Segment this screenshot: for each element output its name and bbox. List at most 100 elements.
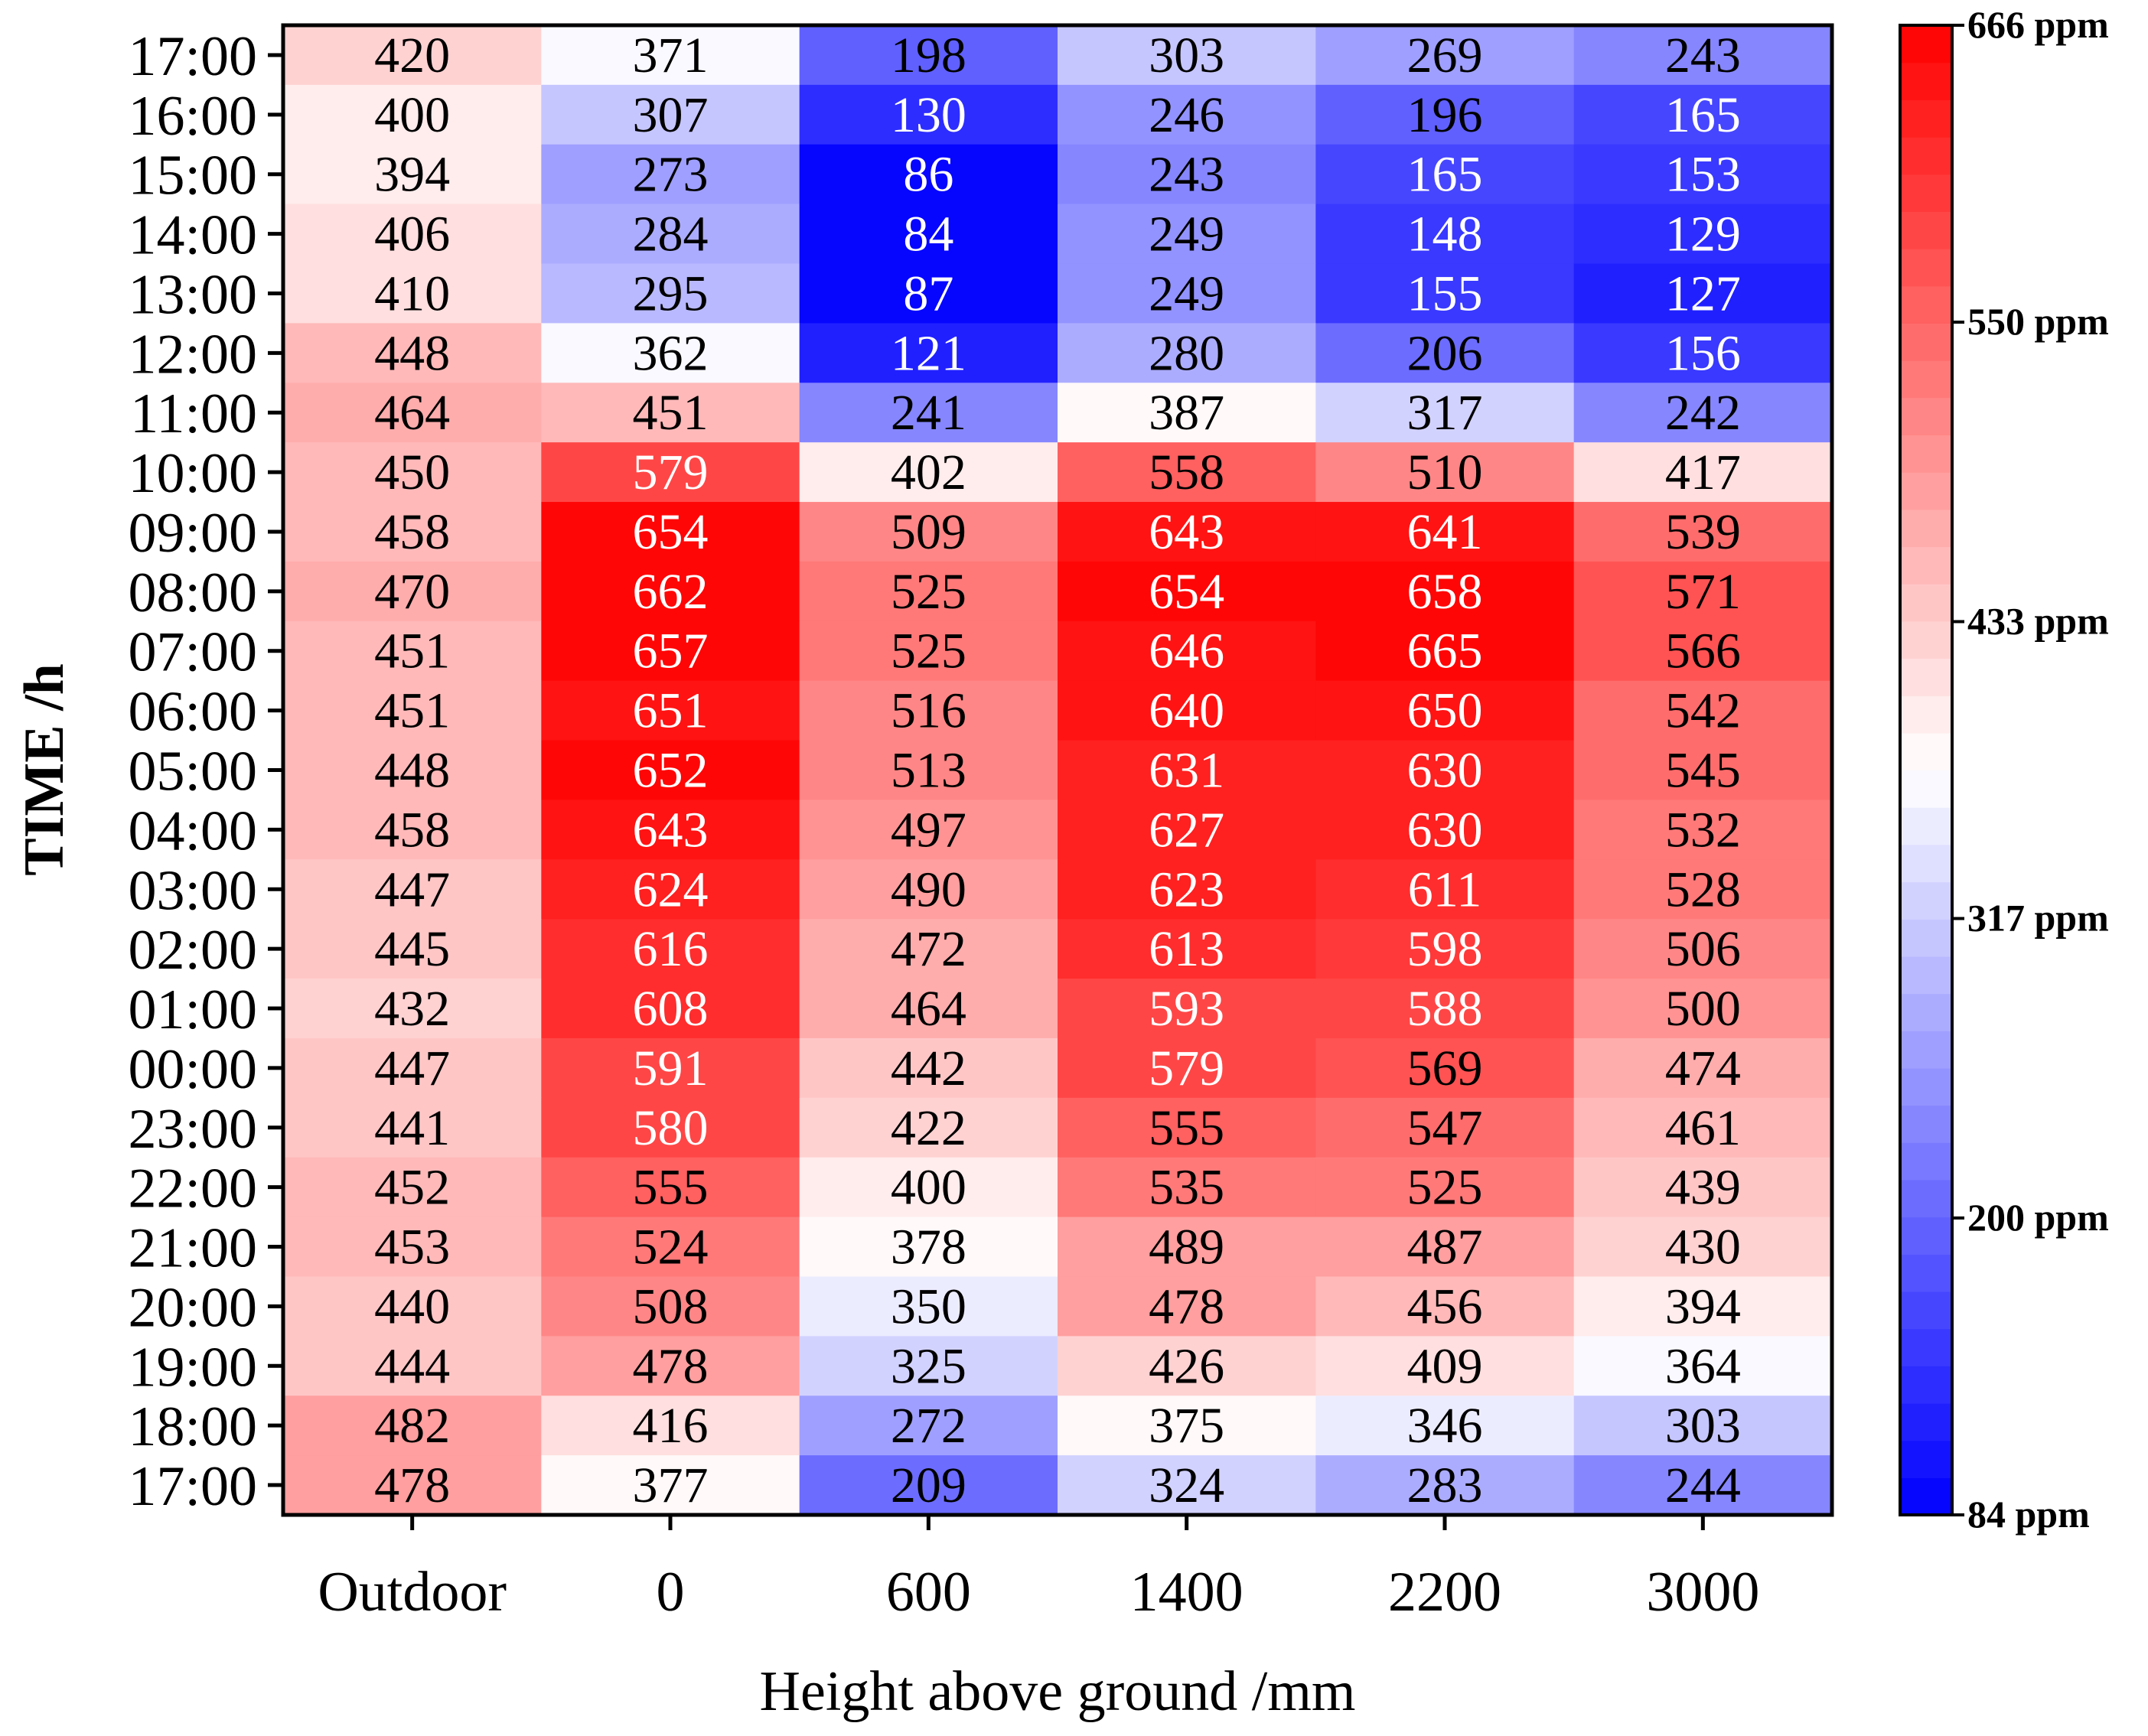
cell-value-label: 588 bbox=[1407, 981, 1483, 1037]
y-tick-label: 04:00 bbox=[128, 800, 257, 862]
heatmap-cell bbox=[799, 620, 1058, 682]
heatmap-cell bbox=[799, 800, 1058, 860]
colorbar-segment bbox=[1900, 174, 1952, 212]
heatmap-cell bbox=[283, 1097, 542, 1158]
cell-value-label: 283 bbox=[1407, 1458, 1483, 1513]
heatmap-cell bbox=[541, 1276, 800, 1337]
heatmap-cell bbox=[1573, 204, 1833, 265]
cell-value-label: 482 bbox=[374, 1398, 450, 1454]
y-tick-label: 13:00 bbox=[128, 263, 257, 326]
cell-value-label: 566 bbox=[1665, 624, 1741, 679]
cell-value-label: 324 bbox=[1149, 1458, 1224, 1513]
heatmap-cell bbox=[541, 800, 800, 860]
heatmap-cell bbox=[283, 680, 542, 741]
cell-value-label: 409 bbox=[1407, 1338, 1483, 1394]
colorbar-segment bbox=[1900, 1217, 1952, 1255]
cell-value-label: 598 bbox=[1407, 921, 1483, 977]
x-tick-label: 1400 bbox=[1130, 1561, 1243, 1624]
heatmap-cell bbox=[1573, 919, 1833, 979]
cell-value-label: 209 bbox=[891, 1458, 966, 1513]
heatmap-cell bbox=[541, 680, 800, 741]
heatmap-cell bbox=[799, 502, 1058, 562]
heatmap-cell bbox=[1315, 204, 1575, 265]
cell-value-label: 555 bbox=[1149, 1100, 1224, 1156]
cell-value-label: 627 bbox=[1149, 802, 1224, 858]
y-tick-label: 02:00 bbox=[128, 919, 257, 982]
colorbar-segment bbox=[1900, 509, 1952, 548]
cell-value-label: 525 bbox=[891, 624, 966, 679]
colorbar-segment bbox=[1900, 1254, 1952, 1292]
y-tick-label: 05:00 bbox=[128, 741, 257, 803]
heatmap-cell bbox=[799, 1037, 1058, 1099]
colorbar-segment bbox=[1900, 211, 1952, 249]
colorbar-segment bbox=[1900, 770, 1952, 808]
heatmap-cell bbox=[283, 84, 542, 145]
cell-value-label: 593 bbox=[1149, 981, 1224, 1037]
heatmap-cell bbox=[1058, 800, 1316, 860]
heatmap-cell bbox=[1573, 1217, 1833, 1278]
cell-value-label: 516 bbox=[891, 683, 966, 739]
heatmap-cell bbox=[1315, 680, 1575, 741]
x-tick-label: 2200 bbox=[1388, 1561, 1501, 1624]
cell-value-label: 130 bbox=[891, 87, 966, 143]
heatmap-cell bbox=[1058, 323, 1316, 383]
cell-value-label: 450 bbox=[374, 445, 450, 500]
colorbar-segment bbox=[1900, 807, 1952, 845]
cell-value-label: 474 bbox=[1665, 1041, 1741, 1096]
colorbar-segment bbox=[1900, 435, 1952, 473]
colorbar-segment bbox=[1900, 1291, 1952, 1330]
heatmap-cell bbox=[541, 859, 800, 920]
cell-value-label: 196 bbox=[1407, 87, 1483, 143]
heatmap-cell bbox=[1315, 1396, 1575, 1456]
cell-value-label: 487 bbox=[1407, 1220, 1483, 1275]
heatmap-cell bbox=[1573, 25, 1833, 86]
heatmap-cell bbox=[283, 740, 542, 801]
heatmap-cell bbox=[1573, 1276, 1833, 1337]
cell-value-label: 631 bbox=[1149, 743, 1224, 799]
heatmap-cell bbox=[1058, 1455, 1316, 1516]
colorbar-tick-label: 433 ppm bbox=[1967, 599, 2109, 642]
heatmap-cell bbox=[1315, 1217, 1575, 1278]
cell-value-label: 509 bbox=[891, 504, 966, 560]
colorbar-segment bbox=[1900, 1477, 1952, 1516]
cell-value-label: 241 bbox=[891, 385, 966, 441]
cell-value-label: 121 bbox=[891, 325, 966, 381]
heatmap-cell bbox=[283, 204, 542, 265]
heatmap-cell bbox=[1573, 263, 1833, 324]
cell-value-label: 500 bbox=[1665, 981, 1741, 1037]
cell-value-label: 611 bbox=[1408, 861, 1482, 917]
heatmap-cell bbox=[799, 442, 1058, 503]
heatmap-cell bbox=[283, 263, 542, 324]
heatmap-cell bbox=[1058, 204, 1316, 265]
colorbar-segment bbox=[1900, 360, 1952, 399]
cell-value-label: 545 bbox=[1665, 743, 1741, 799]
colorbar: 666 ppm 550 ppm 433 ppm 317 ppm 200 ppm 84 pp… bbox=[1899, 3, 2109, 1536]
colorbar-segment bbox=[1900, 1402, 1952, 1441]
cell-value-label: 155 bbox=[1407, 265, 1483, 321]
heatmap-cell bbox=[1315, 1097, 1575, 1158]
colorbar-tick-label: 84 ppm bbox=[1967, 1493, 2090, 1536]
cell-value-label: 87 bbox=[903, 265, 953, 321]
cell-value-label: 410 bbox=[374, 265, 450, 321]
y-tick-label: 10:00 bbox=[128, 442, 257, 505]
cell-value-label: 402 bbox=[891, 445, 966, 500]
cell-value-label: 284 bbox=[633, 207, 709, 262]
cell-value-label: 273 bbox=[633, 147, 709, 203]
heatmap-cell bbox=[283, 979, 542, 1039]
heatmap-cell bbox=[1573, 800, 1833, 860]
heatmap-cell bbox=[1315, 1455, 1575, 1516]
heatmap-cell bbox=[283, 1157, 542, 1218]
heatmap-cell bbox=[1058, 620, 1316, 682]
x-tick-label: 0 bbox=[657, 1561, 685, 1624]
heatmap-cell bbox=[1315, 979, 1575, 1039]
cell-value-label: 508 bbox=[633, 1278, 709, 1334]
heatmap-cell bbox=[799, 740, 1058, 801]
cell-value-label: 497 bbox=[891, 802, 966, 858]
heatmap-cell bbox=[1315, 1276, 1575, 1337]
heatmap-cell bbox=[283, 1396, 542, 1456]
heatmap-cell bbox=[799, 1336, 1058, 1396]
heatmap-cell bbox=[799, 144, 1058, 205]
y-tick-label: 19:00 bbox=[128, 1336, 257, 1399]
heatmap-cell bbox=[541, 25, 800, 86]
colorbar-segment bbox=[1900, 285, 1952, 324]
